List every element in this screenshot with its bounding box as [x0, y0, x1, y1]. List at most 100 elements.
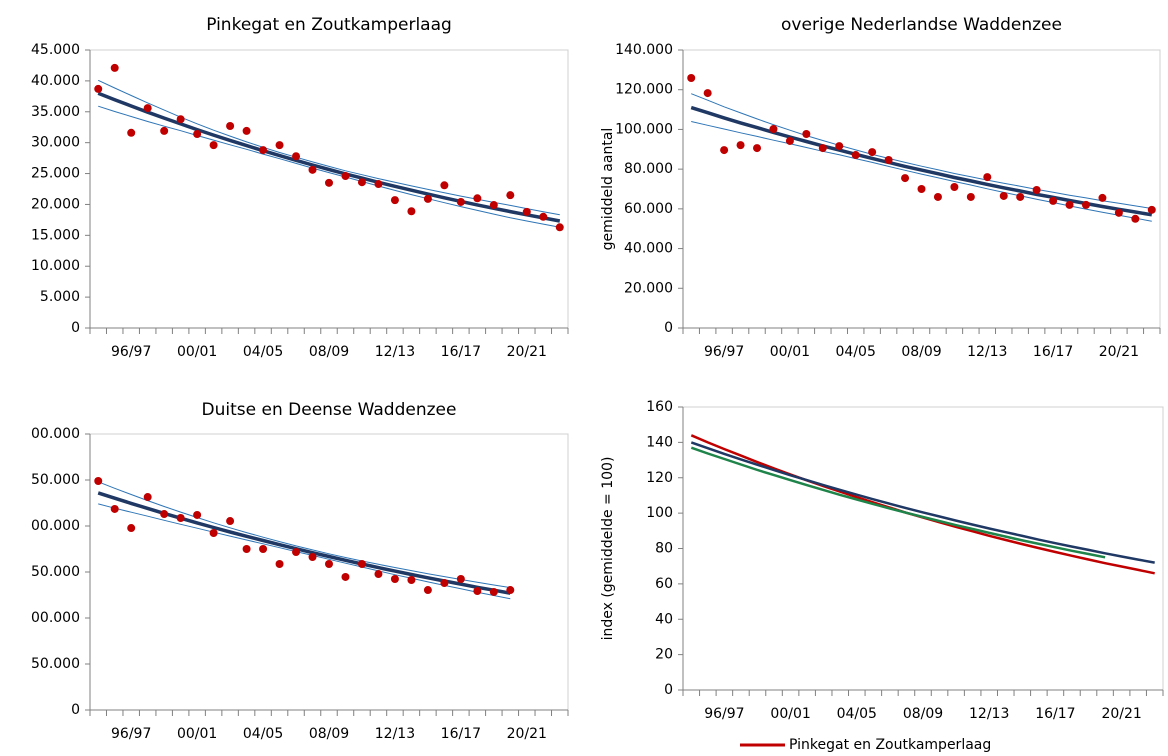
data-point [242, 545, 251, 553]
series-line [98, 481, 511, 589]
plot-frame [89, 433, 569, 711]
data-point [1081, 200, 1090, 209]
x-tick-label: 20/21 [1101, 706, 1141, 722]
x-tick-label: 12/13 [375, 726, 415, 742]
data-point [818, 144, 827, 153]
series-line [691, 93, 1152, 209]
y-tick-label: 100.000 [615, 121, 673, 137]
data-point [753, 144, 762, 153]
data-point [999, 191, 1008, 200]
data-point [275, 559, 284, 568]
data-point [226, 121, 235, 130]
y-tick-label: 160 [646, 399, 673, 415]
data-point [917, 185, 926, 193]
data-point [341, 172, 350, 181]
x-tick-label: 20/21 [1099, 344, 1139, 360]
data-point [555, 223, 564, 232]
data-point [374, 570, 383, 579]
y-tick-label: 0 [71, 320, 80, 336]
data-point [983, 173, 992, 182]
data-point [884, 156, 893, 165]
x-tick-label: 20/21 [507, 344, 547, 360]
y-tick-label: 80.000 [624, 161, 673, 177]
y-tick-label: 80 [655, 541, 673, 557]
x-tick-label: 08/09 [903, 706, 943, 722]
data-point [308, 165, 317, 174]
x-tick-label: 00/01 [177, 726, 217, 742]
x-tick-label: 08/09 [309, 344, 349, 360]
data-point [423, 586, 432, 595]
x-tick-label: 16/17 [1035, 706, 1075, 722]
data-point [209, 528, 218, 537]
data-point [374, 180, 383, 189]
data-point [160, 126, 169, 135]
x-tick-label: 04/05 [243, 344, 283, 360]
y-tick-label: 00.000 [31, 518, 80, 534]
y-tick-label: 40.000 [31, 73, 80, 89]
x-tick-label: 96/97 [704, 706, 744, 722]
data-point [506, 191, 515, 200]
data-point [456, 197, 465, 206]
series-line [97, 91, 561, 223]
data-point [1016, 192, 1025, 201]
y-tick-label: 30.000 [31, 135, 80, 151]
data-point [193, 510, 202, 519]
data-point [209, 141, 218, 150]
y-tick-label: 20.000 [624, 280, 673, 296]
data-point [292, 152, 301, 161]
legend-label: Pinkegat en Zoutkamperlaag [789, 737, 991, 753]
data-point [489, 201, 498, 210]
y-tick-label: 20.000 [31, 196, 80, 212]
data-point [423, 194, 432, 203]
y-tick-label: 60.000 [624, 201, 673, 217]
x-tick-label: 00/01 [770, 706, 810, 722]
x-tick-label: 16/17 [441, 726, 481, 742]
data-point [440, 579, 449, 588]
x-tick-label: 04/05 [243, 726, 283, 742]
y-tick-label: 00.000 [31, 610, 80, 626]
data-point [176, 115, 185, 124]
data-point [1114, 208, 1123, 217]
y-axis-label: index (gemiddelde = 100) [600, 457, 616, 641]
chart-title: Pinkegat en Zoutkamperlaag [206, 15, 452, 35]
data-point [802, 129, 811, 138]
y-tick-label: 60 [655, 576, 673, 592]
data-point [489, 587, 498, 596]
data-point [473, 194, 482, 203]
data-point [308, 553, 317, 562]
data-point [292, 548, 301, 557]
plot-frame [682, 406, 1164, 691]
data-point [110, 63, 119, 72]
data-point [1049, 196, 1058, 205]
y-tick-label: 50.000 [31, 564, 80, 580]
plot-frame [89, 49, 569, 329]
y-axis-label: gemiddeld aantal [600, 128, 616, 251]
data-point [703, 89, 712, 98]
data-point [1032, 185, 1041, 194]
data-point [143, 493, 152, 502]
chart-title: Duitse en Deense Waddenzee [202, 400, 457, 420]
data-point [94, 477, 103, 486]
series-line [690, 441, 1155, 564]
x-tick-label: 00/01 [177, 344, 217, 360]
x-tick-label: 12/13 [375, 344, 415, 360]
y-tick-label: 35.000 [31, 104, 80, 120]
y-tick-label: 5.000 [40, 289, 80, 305]
x-tick-label: 08/09 [901, 344, 941, 360]
data-point [127, 128, 136, 137]
x-tick-label: 16/17 [1033, 344, 1073, 360]
data-point [1065, 200, 1074, 209]
series-line [98, 105, 560, 228]
data-point [259, 545, 268, 553]
data-point [950, 183, 959, 192]
data-point [407, 207, 416, 216]
y-tick-label: 10.000 [31, 258, 80, 274]
data-point [242, 126, 251, 135]
data-point [522, 207, 531, 216]
y-tick-label: 50.000 [31, 472, 80, 488]
data-point [687, 73, 696, 82]
series-line [691, 121, 1152, 222]
y-tick-label: 0 [71, 702, 80, 718]
x-tick-label: 04/05 [836, 344, 876, 360]
data-point [835, 142, 844, 151]
